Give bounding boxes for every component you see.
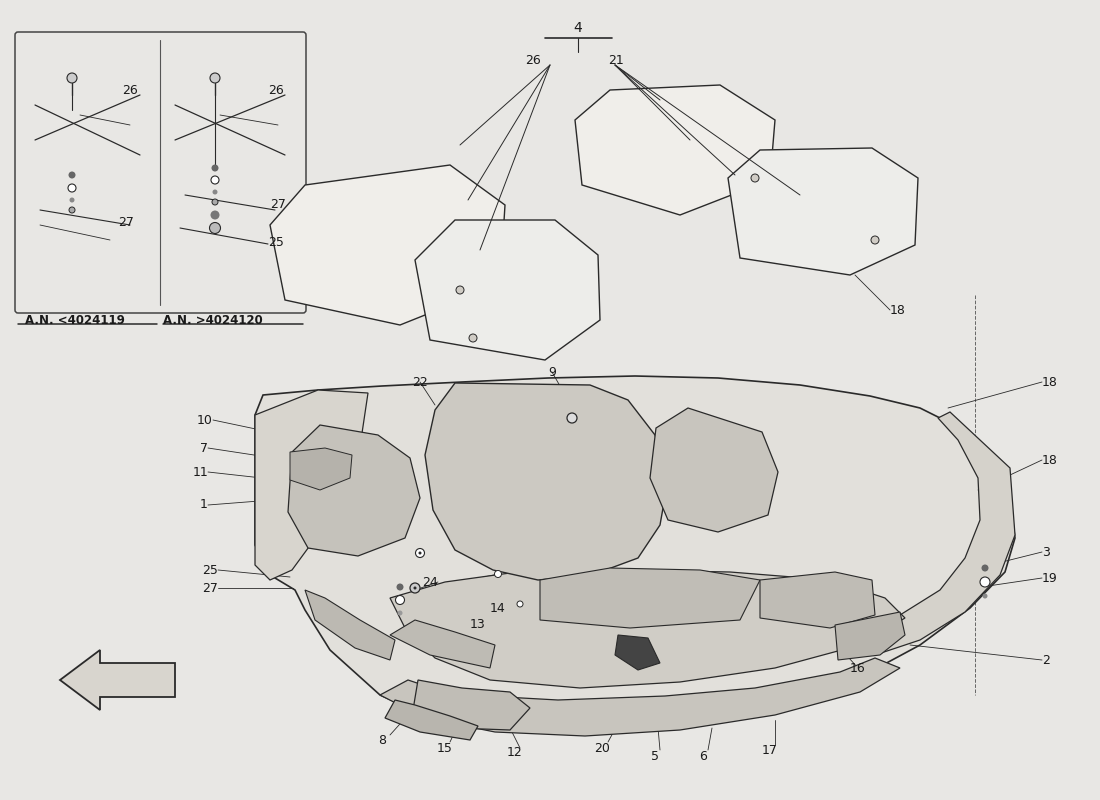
Text: 3: 3 <box>1042 546 1049 558</box>
Circle shape <box>396 583 404 590</box>
Polygon shape <box>305 590 395 660</box>
Circle shape <box>982 594 988 598</box>
Circle shape <box>67 73 77 83</box>
Polygon shape <box>760 572 874 628</box>
Circle shape <box>981 565 989 571</box>
Circle shape <box>212 190 218 194</box>
Text: 9: 9 <box>548 366 556 378</box>
Text: 7: 7 <box>200 442 208 454</box>
Polygon shape <box>255 376 1015 730</box>
Text: 22: 22 <box>412 375 428 389</box>
Circle shape <box>416 549 425 558</box>
Circle shape <box>495 570 502 578</box>
Text: 20: 20 <box>594 742 609 754</box>
Text: 6: 6 <box>700 750 707 762</box>
Text: 13: 13 <box>470 618 486 631</box>
Circle shape <box>210 210 220 219</box>
Polygon shape <box>412 680 530 730</box>
Circle shape <box>68 171 76 178</box>
Text: 18: 18 <box>1042 454 1058 466</box>
Circle shape <box>414 586 417 590</box>
Polygon shape <box>385 700 478 740</box>
Circle shape <box>396 595 405 605</box>
Text: 25: 25 <box>202 563 218 577</box>
Polygon shape <box>270 165 505 325</box>
Polygon shape <box>835 612 905 660</box>
Text: 11: 11 <box>192 466 208 478</box>
Polygon shape <box>60 650 175 710</box>
Text: 8: 8 <box>378 734 386 746</box>
Circle shape <box>69 198 75 202</box>
Polygon shape <box>575 85 776 215</box>
Circle shape <box>410 583 420 593</box>
Circle shape <box>517 601 522 607</box>
Circle shape <box>68 184 76 192</box>
Text: 27: 27 <box>202 582 218 594</box>
Polygon shape <box>540 568 760 628</box>
Polygon shape <box>860 412 1015 655</box>
Circle shape <box>211 165 219 171</box>
Text: 19: 19 <box>1042 571 1058 585</box>
Circle shape <box>211 176 219 184</box>
Text: 18: 18 <box>890 303 906 317</box>
Text: 18: 18 <box>1042 375 1058 389</box>
Polygon shape <box>650 408 778 532</box>
Circle shape <box>397 610 403 615</box>
Text: 12: 12 <box>507 746 522 759</box>
Polygon shape <box>379 658 900 736</box>
Circle shape <box>418 551 421 554</box>
Polygon shape <box>390 620 495 668</box>
Text: A.N. <4024119: A.N. <4024119 <box>25 314 125 326</box>
Text: 14: 14 <box>491 602 506 614</box>
FancyBboxPatch shape <box>15 32 306 313</box>
Polygon shape <box>728 148 918 275</box>
Polygon shape <box>290 448 352 490</box>
Circle shape <box>871 236 879 244</box>
Circle shape <box>456 286 464 294</box>
Text: 25: 25 <box>268 235 284 249</box>
Circle shape <box>69 207 75 213</box>
Text: 26: 26 <box>122 83 138 97</box>
Text: 10: 10 <box>197 414 213 426</box>
Circle shape <box>980 577 990 587</box>
Text: 24: 24 <box>422 575 438 589</box>
Circle shape <box>469 334 477 342</box>
Text: 26: 26 <box>268 83 284 97</box>
Circle shape <box>566 413 578 423</box>
Text: 2: 2 <box>1042 654 1049 666</box>
Text: 15: 15 <box>437 742 453 754</box>
Text: 17: 17 <box>762 743 778 757</box>
Polygon shape <box>615 635 660 670</box>
Text: 4: 4 <box>573 21 582 35</box>
Circle shape <box>209 222 220 234</box>
Polygon shape <box>390 570 905 688</box>
Text: 27: 27 <box>118 215 134 229</box>
Circle shape <box>210 73 220 83</box>
Circle shape <box>751 174 759 182</box>
Polygon shape <box>425 383 668 580</box>
Text: 26: 26 <box>525 54 541 66</box>
Text: 1: 1 <box>200 498 208 511</box>
Text: 27: 27 <box>270 198 286 211</box>
Text: A.N. >4024120: A.N. >4024120 <box>163 314 263 326</box>
Text: 5: 5 <box>651 750 659 762</box>
Polygon shape <box>288 425 420 556</box>
Text: 21: 21 <box>608 54 624 66</box>
Circle shape <box>212 199 218 205</box>
Text: 16: 16 <box>850 662 866 674</box>
Polygon shape <box>255 390 368 580</box>
Polygon shape <box>415 220 600 360</box>
